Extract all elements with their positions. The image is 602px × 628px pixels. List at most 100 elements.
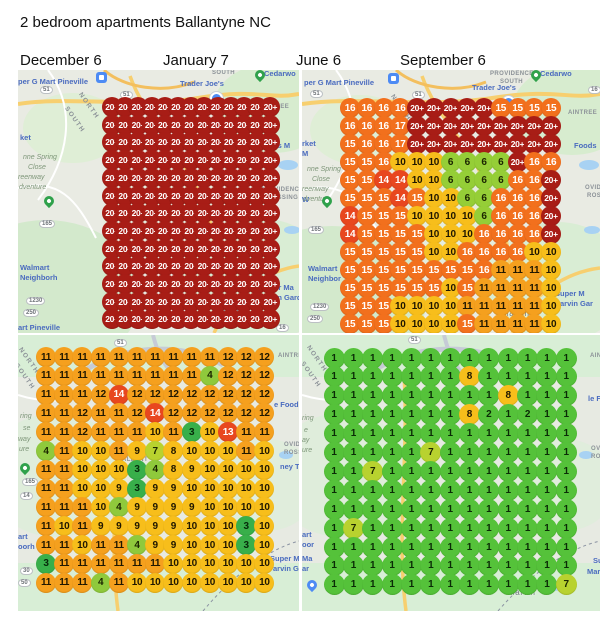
grid-marker: 11 [108,403,129,424]
grid-marker: 16 [524,152,545,172]
grid-marker: 6 [457,170,478,190]
map-caption-january: January 7 [163,52,229,69]
grid-marker: 10 [199,553,220,574]
grid-marker: 12 [163,403,184,424]
grid-marker: 1 [439,536,461,558]
grid-marker: 1 [400,574,422,596]
grid-marker: 1 [323,517,345,539]
map-label: 165 [39,220,56,228]
grid-marker: 10 [457,206,478,226]
grid-marker: 12 [127,403,147,424]
grid-marker: 15 [390,206,411,226]
map-label: arvin Gar [560,299,593,308]
grid-marker: 12 [181,384,202,405]
grid-marker: 15 [407,278,427,298]
grid-marker: 15 [524,98,545,118]
map-label: 51 [40,86,53,94]
page-title: 2 bedroom apartments Ballantyne NC [20,14,271,31]
grid-marker: 16 [356,116,377,136]
grid-marker: 11 [507,260,528,280]
map-label: Cedarwo [540,70,572,78]
grid-marker: 11 [524,260,545,280]
grid-marker: 11 [72,365,93,386]
grid-marker: 1 [323,347,345,369]
grid-marker: 11 [199,347,220,367]
grid-marker: 1 [420,385,442,407]
grid-marker: 16 [490,224,511,244]
grid-marker: 1 [458,460,480,482]
grid-marker: 9 [145,497,166,518]
map-label: CROSSING [263,195,299,201]
grid-marker: 10 [254,535,275,555]
grid-marker: 1 [439,366,461,388]
map-label: nne Spring [23,154,57,161]
grid-marker: 6 [490,152,511,172]
grid-marker: 1 [458,479,480,501]
grid-marker: 15 [373,314,394,333]
grid-marker: 10 [541,242,561,262]
map-label: 51 [408,336,421,344]
grid-marker: 1 [362,479,384,501]
grid-marker: 15 [373,296,394,316]
grid-marker: 11 [524,314,545,333]
grid-marker: 11 [145,347,166,367]
grid-marker: 10 [145,422,166,443]
map-label: OVIDENC [284,442,299,448]
grid-marker: 1 [517,460,538,482]
grid-marker: 14 [145,403,166,424]
grid-marker: 10 [440,206,461,226]
grid-marker: 1 [478,536,500,558]
grid-marker: 10 [181,572,202,593]
grid-marker: 10 [423,188,444,208]
grid-marker: 15 [340,278,360,298]
map-caption-september: September 6 [400,52,486,69]
grid-marker: 20+ [490,116,511,136]
grid-marker: 16 [524,224,545,244]
grid-marker: 1 [458,385,480,407]
grid-marker: 11 [54,403,75,424]
grid-marker: 8 [458,366,480,388]
grid-marker: 20+ [474,134,494,154]
grid-marker: 15 [390,260,411,280]
grid-marker: 15 [457,314,478,333]
grid-marker: 4 [127,535,147,555]
grid-marker: 11 [54,553,75,574]
grid-marker: 1 [478,423,500,445]
grid-marker: 15 [356,188,377,208]
map-label: Cedarwo [264,70,296,78]
grid-marker: 1 [517,574,538,596]
grid-marker: 11 [36,478,56,499]
map-label: 1230 [310,303,330,311]
grid-marker: 20+ [407,116,427,136]
grid-marker: 11 [54,441,75,461]
grid-marker: 10 [440,278,461,298]
grid-marker: 1 [478,498,500,520]
grid-marker: 11 [490,296,511,316]
grid-marker: 9 [163,535,184,555]
grid-marker: 1 [497,460,519,482]
map-label: le F [588,394,600,403]
grid-marker: 20+ [524,116,545,136]
grid-marker: 14 [390,170,411,190]
grid-marker: 11 [36,403,56,424]
grid-marker: 7 [362,460,384,482]
grid-marker: 3 [236,516,257,537]
grid-marker: 1 [497,479,519,501]
grid-marker: 15 [423,260,444,280]
map-label: ure [19,446,30,453]
grid-marker: 1 [458,517,480,539]
grid-marker: 20+ [260,114,281,135]
grid-marker: 1 [362,385,384,407]
grid-marker: 11 [90,403,111,424]
grid-marker: 15 [340,170,360,190]
grid-marker: 10 [254,478,275,499]
grid-marker: 10 [541,278,561,298]
grid-marker: 20+ [507,152,528,172]
grid-marker: 11 [108,441,129,461]
grid-marker: 10 [407,152,427,172]
grid-marker: 16 [457,242,478,262]
map-label: art [18,532,28,541]
grid-marker: 20+ [507,134,528,154]
grid-marker: 11 [145,553,166,574]
grid-marker: 1 [323,498,345,520]
